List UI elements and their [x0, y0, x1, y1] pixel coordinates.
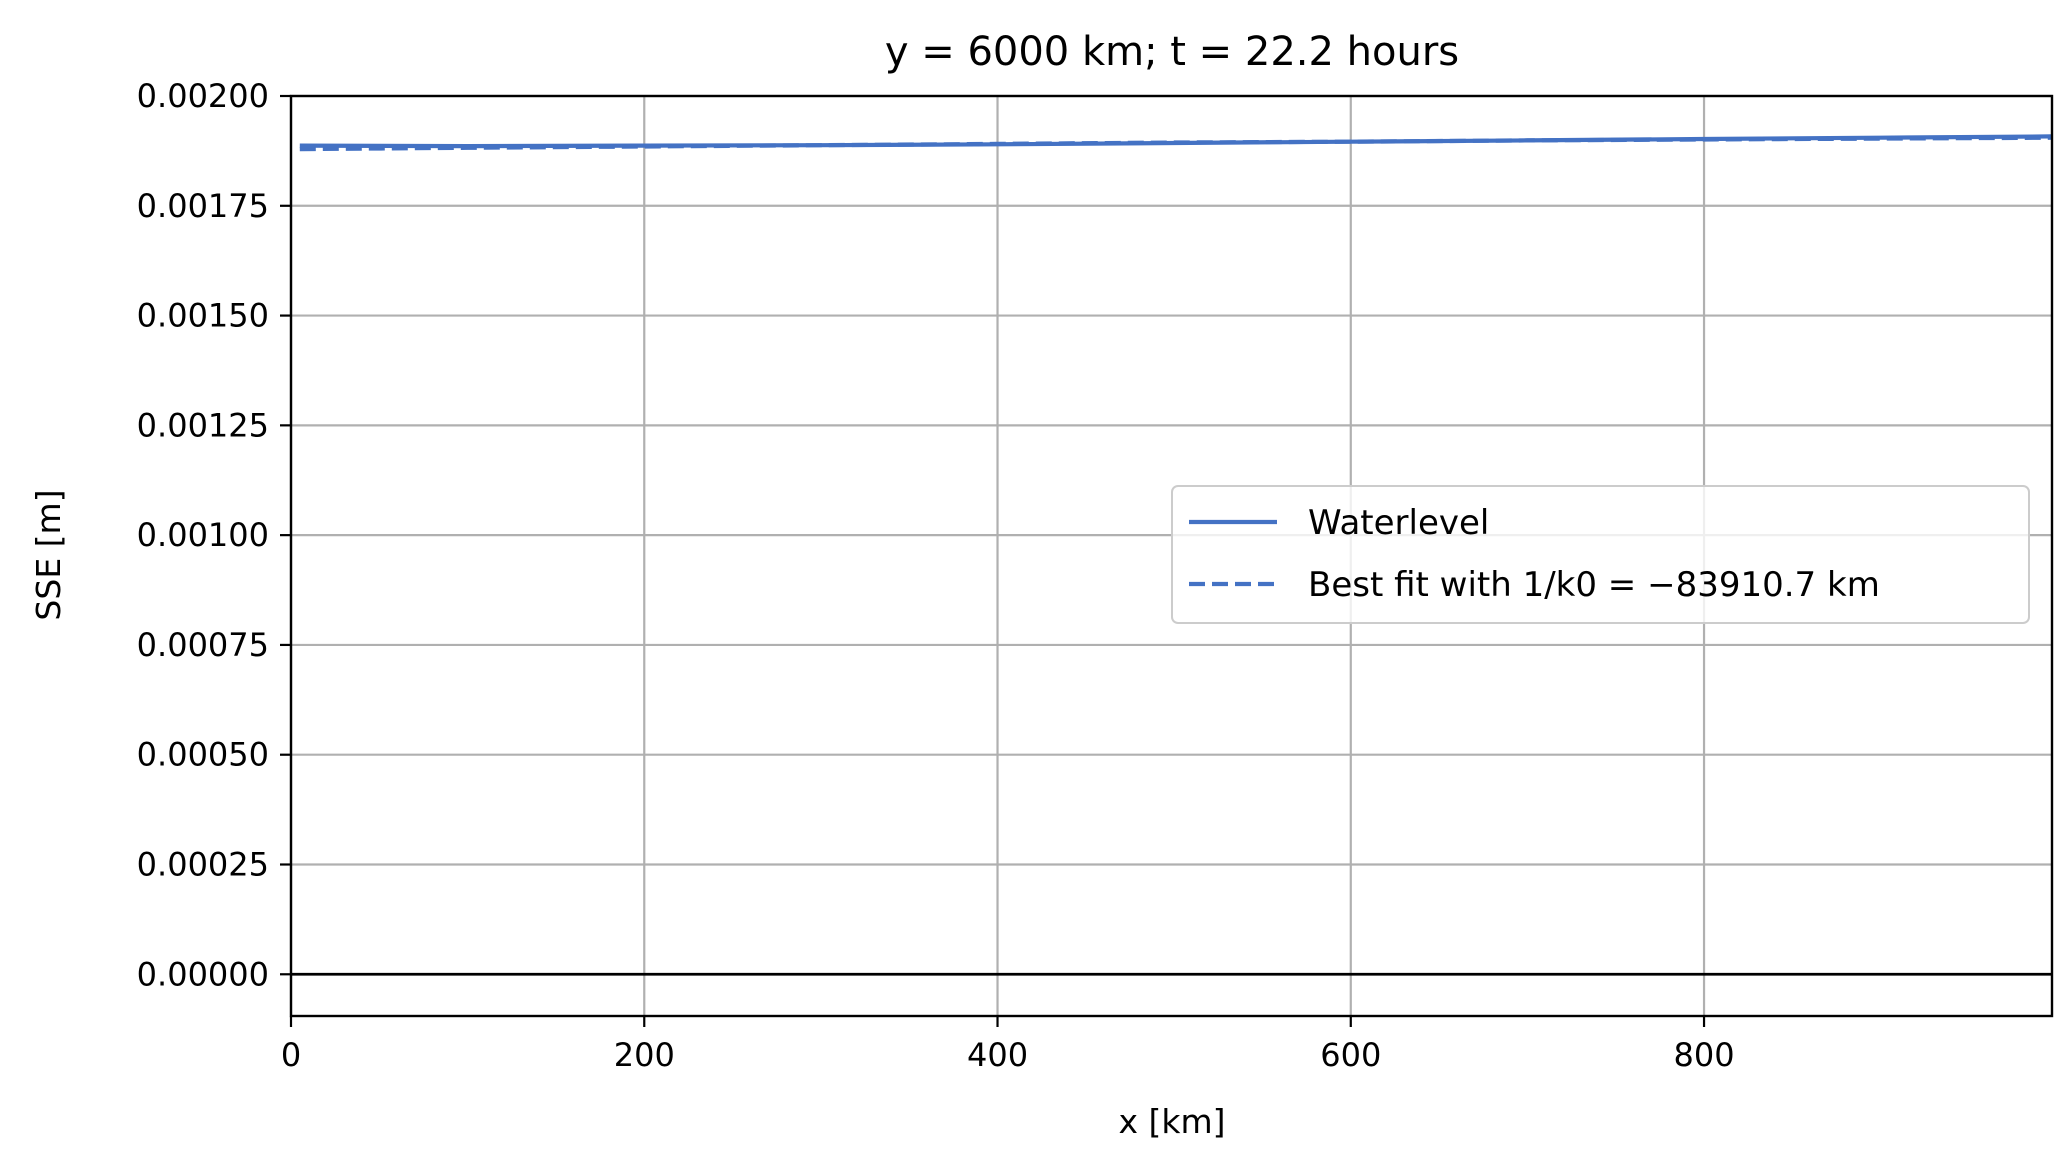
legend-box: [1171, 485, 2030, 624]
x-tick-label: 200: [614, 1036, 675, 1074]
y-tick-label: 0.00200: [137, 77, 269, 115]
x-tick-label: 400: [967, 1036, 1028, 1074]
legend-label-waterlevel: Waterlevel: [1308, 503, 1489, 543]
y-tick-label: 0.00000: [137, 955, 269, 993]
series-lines: [299, 134, 2053, 152]
x-tick-label: 0: [281, 1036, 301, 1074]
y-tick-label: 0.00150: [137, 297, 269, 335]
y-axis-label: SSE [m]: [29, 489, 68, 620]
axis-ticks: 0 200 400 600 800 0.00000 0.00025 0.00050 0.0007…: [137, 77, 1735, 1074]
chart-title: y = 6000 km; t = 22.2 hours: [885, 29, 1459, 75]
plot-frame: [289, 94, 2054, 1018]
series-best-fit-line: [299, 135, 2053, 152]
y-tick-label: 0.00025: [137, 845, 269, 883]
y-tick-label: 0.00100: [137, 516, 269, 554]
y-tick-label: 0.00125: [137, 406, 269, 444]
legend: Waterlevel Best fit with 1/k0 = −83910.7…: [1171, 485, 2030, 624]
x-tick-label: 800: [1674, 1036, 1735, 1074]
y-tick-label: 0.00175: [137, 187, 269, 225]
y-tick-label: 0.00075: [137, 626, 269, 664]
x-tick-label: 600: [1320, 1036, 1381, 1074]
y-tick-label: 0.00050: [137, 736, 269, 774]
legend-label-best-fit: Best fit with 1/k0 = −83910.7 km: [1308, 565, 1880, 605]
x-axis-label: x [km]: [1118, 1102, 1225, 1141]
